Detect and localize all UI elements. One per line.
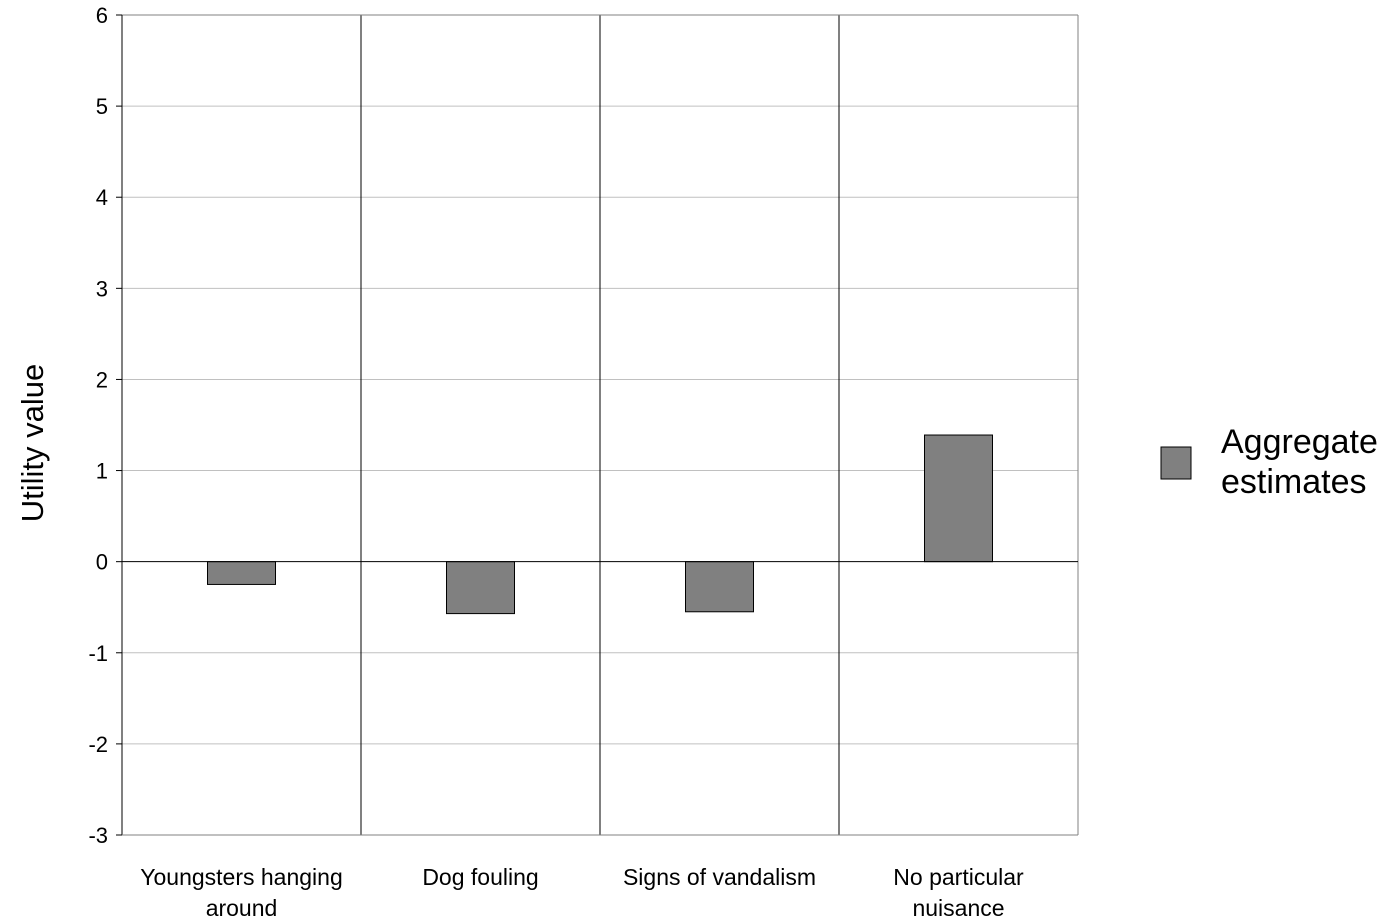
y-tick-label: 5 — [96, 94, 108, 119]
x-category-label: Dog fouling — [422, 864, 538, 890]
legend-swatch — [1160, 446, 1192, 480]
bars — [207, 434, 993, 615]
bar — [207, 561, 276, 585]
x-category-labels: Youngsters hanging around Dog fouling Signs… — [140, 864, 1024, 921]
x-category-label-line: Signs of vandalism — [623, 864, 816, 890]
x-category-label: Youngsters hanging around — [140, 864, 343, 921]
y-tick-label: 4 — [96, 185, 108, 210]
x-category-label: No particular nuisance — [893, 864, 1024, 921]
y-axis-title: Utility value — [15, 364, 50, 523]
x-category-label-line: No particular — [893, 864, 1024, 890]
bar — [446, 561, 515, 615]
y-tick-label: 0 — [96, 550, 108, 575]
y-tick-label: 2 — [96, 367, 108, 392]
legend-label: Aggregate estimates — [1221, 423, 1378, 501]
y-tick-label: -3 — [88, 823, 108, 848]
y-tick-label: 6 — [96, 3, 108, 28]
legend-label-line: estimates — [1221, 463, 1367, 501]
x-category-label: Signs of vandalism — [623, 864, 816, 890]
x-category-label-line: Dog fouling — [422, 864, 538, 890]
bar — [924, 434, 993, 563]
category-separators — [360, 15, 840, 835]
x-category-label-line: Youngsters hanging — [140, 864, 343, 890]
bar — [685, 561, 754, 613]
y-tick-labels: 6 5 4 3 2 1 0 -1 -2 -3 — [88, 3, 108, 848]
x-category-label-line: around — [206, 895, 278, 921]
legend: Aggregate estimates — [1160, 423, 1378, 501]
legend-label-line: Aggregate — [1221, 423, 1378, 461]
x-category-label-line: nuisance — [912, 895, 1004, 921]
y-tick-label: -2 — [88, 732, 108, 757]
y-tick-label: 1 — [96, 459, 108, 484]
y-tick-label: -1 — [88, 641, 108, 666]
axes — [116, 14, 1079, 836]
y-tick-label: 3 — [96, 276, 108, 301]
